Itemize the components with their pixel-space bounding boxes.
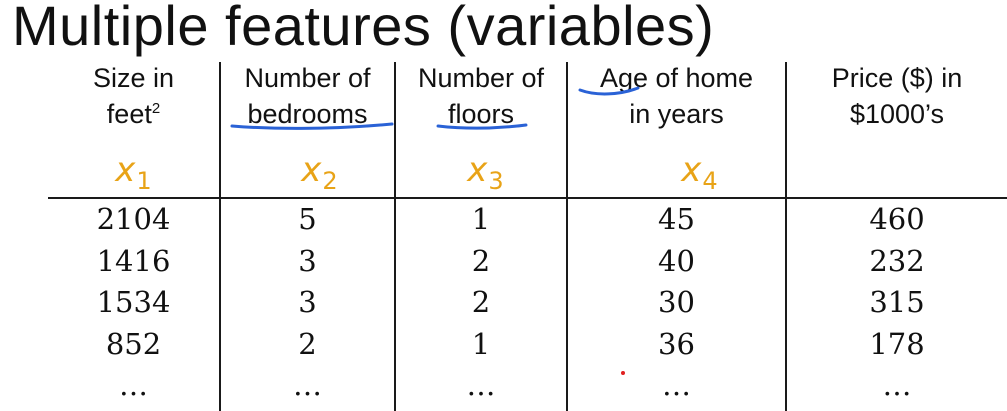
slide-title: Multiple features (variables) [12, 0, 715, 57]
table-row: 1534 3 2 30 315 [0, 281, 1007, 323]
column-divider [785, 62, 787, 411]
cell-floors: 2 [471, 285, 491, 319]
cell-floors: 2 [471, 244, 491, 278]
variable-x4-label: x4 [640, 150, 760, 201]
cell-floors: 1 [471, 327, 491, 361]
variable-x1-label: x1 [74, 150, 194, 201]
cell-bedrooms: 5 [298, 202, 317, 236]
header-price: Price ($) in $1000’s [787, 60, 1007, 132]
variable-x3-name: x [467, 150, 489, 190]
cell-age: 36 [658, 327, 695, 361]
header-bedrooms-line-1: Number of [244, 63, 371, 93]
cell-price: … [882, 368, 912, 402]
header-size-unit: feet [106, 99, 152, 129]
variable-x2-subscript: 2 [322, 167, 339, 195]
header-size: Size in feet2 [48, 60, 219, 132]
header-floors-line-2: floors [447, 99, 515, 129]
cell-age: 40 [658, 244, 695, 278]
variable-x3-subscript: 3 [488, 167, 505, 195]
header-age-line-2: in years [629, 99, 724, 129]
cell-size: 1534 [96, 285, 171, 319]
header-floors: Number of floors [396, 60, 566, 132]
variable-x2-label: x2 [260, 150, 380, 201]
header-age-line-1: Age of home [599, 63, 754, 93]
cell-age: … [662, 368, 691, 402]
header-bedrooms-line-2: bedrooms [247, 99, 368, 129]
header-floors-line-1: Number of [417, 63, 545, 93]
header-price-line-1: Price ($) in [831, 63, 963, 93]
header-size-superscript: 2 [151, 100, 161, 117]
cell-size: 852 [105, 327, 162, 361]
column-divider [394, 62, 396, 411]
table-row: 2104 5 1 45 460 [0, 198, 1007, 240]
cell-floors: 1 [471, 202, 491, 236]
cell-bedrooms: … [293, 368, 322, 402]
variable-x3-label: x3 [426, 150, 546, 201]
column-divider [219, 62, 221, 411]
header-size-line-2: feet2 [48, 96, 219, 132]
table-row: 852 2 1 36 178 [0, 323, 1007, 365]
variable-x4-name: x [681, 150, 703, 190]
cell-price: 178 [869, 327, 925, 361]
header-divider [48, 197, 1007, 199]
variable-x2-name: x [301, 150, 323, 190]
cell-bedrooms: 3 [298, 244, 317, 278]
variable-x1-subscript: 1 [136, 167, 153, 195]
cell-size: 1416 [96, 244, 171, 278]
table-row-ellipsis: … … … … … [0, 364, 1007, 406]
cell-price: 460 [869, 202, 925, 236]
cell-bedrooms: 2 [298, 327, 317, 361]
cell-age: 45 [658, 202, 695, 236]
table-row: 1416 3 2 40 232 [0, 240, 1007, 282]
header-bedrooms: Number of bedrooms [221, 60, 394, 132]
header-size-line-1: Size in [92, 63, 175, 93]
cell-price: 232 [869, 244, 925, 278]
cell-price: 315 [869, 285, 925, 319]
cell-bedrooms: 3 [298, 285, 317, 319]
pointer-dot [621, 371, 625, 375]
column-divider [566, 62, 568, 411]
cell-size: 2104 [96, 202, 171, 236]
cell-floors: … [466, 368, 496, 402]
cell-size: … [119, 368, 148, 402]
variable-x1-name: x [115, 150, 137, 190]
header-price-line-2: $1000’s [849, 99, 945, 129]
header-age: Age of home in years [568, 60, 785, 132]
cell-age: 30 [658, 285, 695, 319]
variable-x4-subscript: 4 [702, 167, 719, 195]
